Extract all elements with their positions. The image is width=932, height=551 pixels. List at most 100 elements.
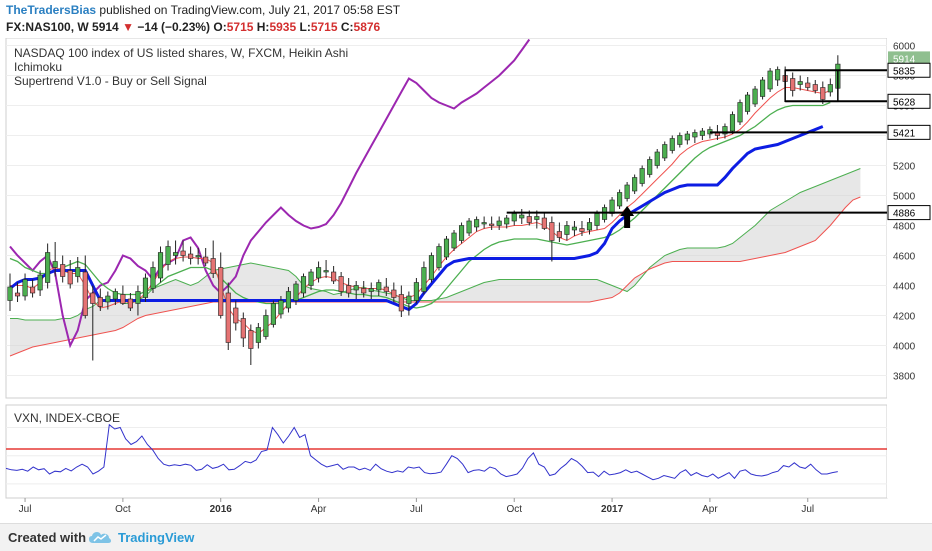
candle xyxy=(225,282,231,350)
price-tick-label: 4400 xyxy=(893,282,916,293)
price-change: −14 (−0.23%) xyxy=(137,20,211,34)
candle xyxy=(135,285,141,316)
candle-body xyxy=(316,267,322,279)
time-tick-label: Jul xyxy=(19,504,32,515)
candle-body xyxy=(67,270,73,285)
candle-body xyxy=(511,213,517,222)
candle-body xyxy=(827,84,833,93)
price-tag-label: 4886 xyxy=(893,209,916,220)
candle xyxy=(75,257,81,283)
candle xyxy=(127,293,133,311)
main-legend-title[interactable]: NASDAQ 100 index of US listed shares, W,… xyxy=(14,46,349,60)
candle-body xyxy=(240,318,246,339)
candle xyxy=(767,68,773,92)
candle-body xyxy=(285,291,292,309)
candle-body xyxy=(225,292,231,343)
candle-body xyxy=(699,130,705,136)
candlestick-series xyxy=(7,55,841,365)
candle xyxy=(300,273,307,298)
candle xyxy=(210,240,216,278)
candle xyxy=(60,255,66,283)
candle-body xyxy=(639,168,645,184)
low-value: 5715 xyxy=(310,20,338,34)
buy-arrow-icon xyxy=(620,206,635,228)
symbol-name[interactable]: FX:NAS100, W xyxy=(6,20,89,34)
candle xyxy=(729,111,736,134)
supertrend-legend[interactable]: Supertrend V1.0 - Buy or Sell Signal xyxy=(14,74,207,88)
candle-body xyxy=(428,255,435,280)
candle-body xyxy=(361,288,367,294)
candle-body xyxy=(90,292,96,304)
candle-body xyxy=(135,291,141,304)
candle xyxy=(240,312,246,347)
candle xyxy=(556,222,562,242)
candle-body xyxy=(571,226,577,231)
close-value: 5876 xyxy=(353,20,381,34)
candle xyxy=(827,78,833,97)
candle xyxy=(22,273,28,301)
candle-body xyxy=(519,214,525,219)
candle-body xyxy=(323,270,329,273)
candle-body xyxy=(120,294,126,304)
main-pane-frame xyxy=(5,38,888,399)
candle-body xyxy=(391,289,397,298)
candle xyxy=(293,281,299,305)
price-tag-label: 5835 xyxy=(893,66,916,77)
candle-body xyxy=(338,276,344,292)
candle-body xyxy=(308,271,314,286)
chart-area[interactable]: 10.0020.0030.0022.4014.36 38004000420044… xyxy=(0,38,932,523)
candle xyxy=(278,296,284,319)
vxn-legend[interactable]: VXN, INDEX-CBOE xyxy=(14,411,121,425)
high-value: 5935 xyxy=(269,20,297,34)
time-tick-label: Oct xyxy=(506,504,522,515)
candle xyxy=(112,288,118,305)
candle xyxy=(790,72,796,97)
tradingview-brand[interactable]: TradingView xyxy=(118,530,195,545)
candle-body xyxy=(97,297,103,307)
candle xyxy=(662,141,668,161)
candle-body xyxy=(647,159,653,175)
candle xyxy=(150,261,156,293)
candle-body xyxy=(760,79,766,97)
candle-body xyxy=(22,279,28,297)
candle xyxy=(489,216,495,230)
candle-body xyxy=(210,258,216,274)
ichimoku-legend[interactable]: Ichimoku xyxy=(14,60,63,74)
candle xyxy=(398,285,404,317)
candle xyxy=(52,242,58,277)
candle-body xyxy=(37,274,43,291)
candle-body xyxy=(556,231,562,238)
candle-body xyxy=(368,288,374,292)
candle-body xyxy=(383,286,389,292)
candle-body xyxy=(594,213,600,226)
candle-body xyxy=(752,88,758,105)
candle-body xyxy=(805,82,811,88)
candle-body xyxy=(255,327,261,343)
cloud-lower-line xyxy=(9,196,861,357)
author-name[interactable]: TheTradersBias xyxy=(6,3,97,17)
candle xyxy=(233,300,239,331)
tradingview-cloud-icon xyxy=(89,532,111,543)
low-label: L: xyxy=(299,20,311,34)
axis-bg xyxy=(887,38,932,498)
candle xyxy=(338,272,344,296)
price-tag xyxy=(887,124,931,140)
price-tag-label: 5628 xyxy=(893,97,916,108)
candle-body xyxy=(180,250,186,256)
grid-lines xyxy=(5,38,888,499)
candle xyxy=(203,248,209,266)
chikou-line xyxy=(9,38,531,349)
candle xyxy=(37,270,43,296)
candle xyxy=(617,189,623,209)
candle-body xyxy=(142,277,149,298)
candle xyxy=(323,260,329,278)
candle xyxy=(797,75,803,91)
candle-body xyxy=(632,177,638,192)
candle-body xyxy=(353,285,359,291)
price-tick-label: 4000 xyxy=(893,342,916,353)
open-label: O: xyxy=(213,20,227,34)
candle-body xyxy=(744,94,751,112)
candle xyxy=(173,240,179,265)
candle-body xyxy=(165,246,171,265)
candle-body xyxy=(797,81,803,85)
